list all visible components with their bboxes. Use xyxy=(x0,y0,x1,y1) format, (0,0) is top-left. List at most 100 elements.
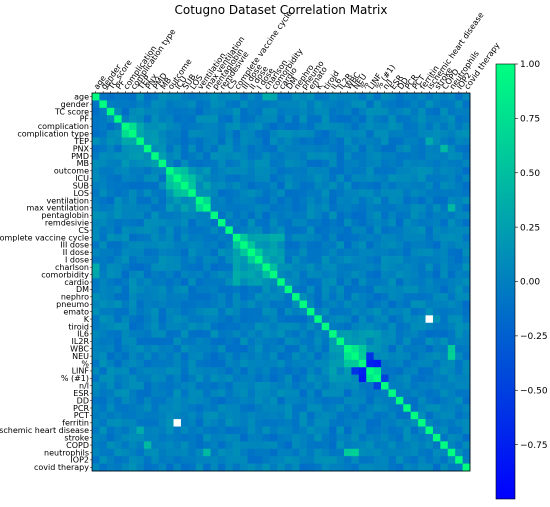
heatmap-cell xyxy=(143,352,152,361)
heatmap-cell xyxy=(432,204,441,212)
heatmap-cell xyxy=(358,233,367,242)
y-tick-label: II dose xyxy=(63,248,89,257)
heatmap-cell xyxy=(188,389,197,398)
heatmap-cell xyxy=(269,137,278,146)
heatmap-cell xyxy=(314,374,323,383)
heatmap-cell xyxy=(269,463,278,472)
heatmap-cell xyxy=(447,300,456,309)
heatmap-cell xyxy=(440,233,449,242)
heatmap-cell xyxy=(180,448,189,457)
heatmap-cell xyxy=(92,137,100,146)
heatmap-cell xyxy=(269,382,278,390)
colorbar-tick-label: 0.75 xyxy=(520,115,540,125)
heatmap-cell xyxy=(180,322,189,331)
heatmap-cell xyxy=(329,456,337,464)
heatmap-cell xyxy=(210,419,219,427)
heatmap-cell xyxy=(247,404,256,413)
heatmap-cell xyxy=(455,419,463,427)
heatmap-cell xyxy=(255,456,263,464)
heatmap-cell xyxy=(284,189,293,198)
heatmap-cell xyxy=(306,404,315,413)
heatmap-cell xyxy=(388,174,397,183)
heatmap-cell xyxy=(218,211,226,220)
heatmap-cell xyxy=(158,241,167,249)
heatmap-cell xyxy=(151,107,160,116)
heatmap-cell xyxy=(247,433,256,442)
heatmap-cell xyxy=(329,315,337,324)
heatmap-cell xyxy=(173,248,182,257)
heatmap-cell xyxy=(188,448,197,457)
heatmap-cell xyxy=(255,211,263,220)
heatmap-cell xyxy=(92,448,100,457)
heatmap-cell xyxy=(306,382,315,390)
heatmap-cell xyxy=(277,174,286,183)
heatmap-cell xyxy=(366,382,374,390)
heatmap-cell xyxy=(418,189,426,198)
heatmap-cell xyxy=(121,241,130,249)
heatmap-cell xyxy=(247,167,256,175)
heatmap-cell xyxy=(321,93,330,101)
heatmap-cell xyxy=(329,256,337,264)
heatmap-cell xyxy=(440,419,449,427)
heatmap-cell xyxy=(277,100,286,109)
heatmap-cell xyxy=(299,130,308,138)
heatmap-cell xyxy=(462,456,471,464)
heatmap-cell xyxy=(425,144,434,153)
heatmap-cell xyxy=(425,285,434,294)
heatmap-cell xyxy=(277,263,286,272)
heatmap-cell xyxy=(106,93,115,101)
heatmap-cell xyxy=(188,152,197,161)
heatmap-cell xyxy=(321,181,330,190)
heatmap-cell xyxy=(344,93,352,101)
heatmap-cell xyxy=(277,426,286,435)
heatmap-cell xyxy=(121,359,130,368)
heatmap-cell xyxy=(388,107,397,116)
heatmap-cell xyxy=(210,181,219,190)
heatmap-cell xyxy=(344,411,352,420)
heatmap-cell xyxy=(329,367,337,375)
heatmap-cell xyxy=(306,330,315,338)
heatmap-cell xyxy=(277,144,286,153)
heatmap-cell xyxy=(292,211,300,220)
heatmap-cell xyxy=(321,100,330,109)
heatmap-cell xyxy=(99,189,108,198)
heatmap-cell xyxy=(158,263,167,272)
heatmap-cell xyxy=(462,307,471,316)
heatmap-cell xyxy=(366,152,374,161)
heatmap-cell xyxy=(292,263,300,272)
heatmap-cell xyxy=(210,256,219,264)
heatmap-cell xyxy=(292,115,300,123)
heatmap-cell xyxy=(395,307,404,316)
heatmap-cell xyxy=(218,167,226,175)
heatmap-cell xyxy=(240,448,248,457)
heatmap-cell xyxy=(373,144,382,153)
heatmap-cell xyxy=(329,248,337,257)
heatmap-cell xyxy=(173,270,182,279)
heatmap-cell xyxy=(255,226,263,235)
heatmap-cell xyxy=(262,300,271,309)
heatmap-cell xyxy=(136,330,145,338)
heatmap-cell xyxy=(269,174,278,183)
heatmap-cell xyxy=(106,322,115,331)
heatmap-cell xyxy=(158,211,167,220)
heatmap-cell xyxy=(299,137,308,146)
heatmap-cell xyxy=(240,367,248,375)
heatmap-cell xyxy=(99,352,108,361)
heatmap-cell xyxy=(136,404,145,413)
heatmap-cell xyxy=(440,241,449,249)
heatmap-cell xyxy=(114,359,122,368)
heatmap-cell xyxy=(418,441,426,450)
heatmap-cell xyxy=(440,152,449,161)
heatmap-cell xyxy=(336,315,345,324)
heatmap-cell xyxy=(403,233,412,242)
heatmap-cell xyxy=(136,463,145,472)
heatmap-cell xyxy=(321,367,330,375)
heatmap-cell xyxy=(143,233,152,242)
heatmap-cell xyxy=(358,456,367,464)
heatmap-cell xyxy=(321,144,330,153)
heatmap-cell xyxy=(455,226,463,235)
heatmap-cell xyxy=(418,285,426,294)
heatmap-cell xyxy=(403,337,412,346)
heatmap-cell xyxy=(158,233,167,242)
heatmap-cell xyxy=(173,337,182,346)
